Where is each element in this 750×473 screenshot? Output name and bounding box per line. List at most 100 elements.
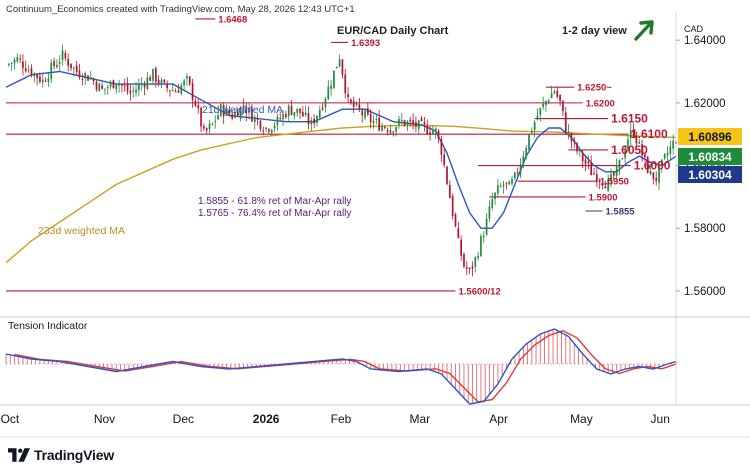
candle-body: [89, 77, 92, 80]
candle-body: [138, 84, 140, 91]
candle-body: [307, 113, 310, 125]
candle-body: [409, 119, 412, 122]
candle-body: [460, 239, 462, 256]
level-label: 1.6000: [634, 159, 671, 173]
candle-body: [146, 77, 149, 89]
candle-body: [92, 79, 95, 82]
level-label: 1.6468: [218, 14, 247, 25]
candle-body: [104, 88, 106, 90]
candle-body: [641, 144, 643, 156]
candle-body: [389, 129, 392, 134]
level-label: 1.6393: [351, 38, 380, 49]
candle-body: [225, 108, 228, 116]
ma21-label: 21d weighted MA: [202, 104, 283, 116]
candle-body: [604, 186, 607, 189]
candle-body: [669, 146, 672, 155]
candle-body: [53, 61, 55, 67]
candle-body: [352, 101, 355, 108]
oscillator-panel: Tension Indicator: [5, 320, 677, 405]
candle-body: [58, 61, 61, 64]
candle-body: [333, 70, 335, 88]
candle-body: [491, 199, 494, 209]
candle-body: [304, 112, 307, 115]
candle-body: [30, 67, 33, 76]
x-tick-label: Dec: [173, 412, 194, 426]
candle-body: [220, 104, 222, 116]
candle-body: [556, 90, 559, 97]
price-badge: [678, 166, 742, 183]
candle-body: [44, 80, 47, 82]
candle-body: [635, 135, 638, 144]
candle-body: [624, 150, 626, 159]
price-badge-label: 1.60896: [688, 130, 732, 144]
candle-body: [364, 110, 366, 118]
candle-body: [448, 184, 451, 199]
candle-body: [598, 180, 601, 183]
candle-body: [550, 93, 553, 99]
candle-body: [615, 165, 618, 176]
candle-body: [112, 80, 115, 89]
candle-body: [126, 84, 129, 92]
candle-body: [627, 139, 629, 150]
y-tick-label: 1.58000: [684, 223, 726, 235]
candle-body: [301, 112, 304, 117]
level-label: 1.6050: [611, 143, 648, 157]
candle-body: [177, 90, 180, 93]
candle-body: [191, 83, 194, 101]
oscillator-main-line: [5, 328, 677, 405]
tradingview-logo[interactable]: TradingView: [8, 445, 114, 465]
candle-body: [658, 166, 660, 183]
candle-body: [335, 66, 338, 69]
level-label: 1.5600/12: [458, 286, 500, 297]
candle-body: [330, 85, 332, 89]
candle-body: [652, 172, 655, 180]
candle-body: [579, 150, 581, 152]
view-horizon: 1-2 day view: [562, 25, 627, 37]
candle-body: [287, 105, 290, 117]
candle-body: [118, 84, 120, 86]
candle-body: [87, 75, 89, 81]
candle-body: [152, 68, 154, 81]
candle-body: [350, 99, 352, 103]
candle-body: [56, 65, 58, 68]
candle-body: [259, 120, 262, 130]
price-badge: [678, 128, 742, 145]
candle-body: [106, 87, 109, 89]
candle-body: [239, 106, 242, 119]
candle-body: [22, 61, 24, 69]
y-tick-label: 1.56000: [684, 286, 726, 298]
candle-body: [344, 74, 347, 94]
candle-body: [19, 58, 21, 60]
candle-body: [465, 267, 468, 269]
candle-body: [183, 80, 185, 86]
candle-body: [511, 179, 513, 184]
candle-body: [299, 108, 301, 114]
candle-body: [581, 152, 584, 162]
oscillator-title: Tension Indicator: [8, 320, 88, 332]
candle-body: [347, 94, 349, 98]
candle-body: [157, 79, 160, 84]
ma21-line: [5, 70, 677, 229]
candle-body: [16, 57, 19, 62]
candle-body: [514, 172, 516, 178]
candle-body: [222, 104, 225, 117]
candle-body: [186, 76, 188, 79]
candle-body: [211, 123, 214, 125]
candle-body: [644, 154, 646, 158]
candle-body: [316, 115, 318, 123]
candle-body: [570, 133, 573, 142]
candle-body: [646, 156, 649, 174]
candle-body: [530, 130, 533, 133]
level-label: 1.6100: [631, 127, 668, 141]
candle-body: [505, 182, 508, 184]
candle-body: [567, 131, 570, 133]
candle-body: [383, 127, 386, 129]
candle-body: [217, 115, 219, 120]
candle-body: [98, 83, 101, 92]
candle-body: [454, 214, 457, 227]
candle-body: [132, 90, 135, 92]
candle-body: [392, 131, 395, 133]
candle-body: [361, 110, 364, 116]
candle-body: [437, 130, 440, 139]
